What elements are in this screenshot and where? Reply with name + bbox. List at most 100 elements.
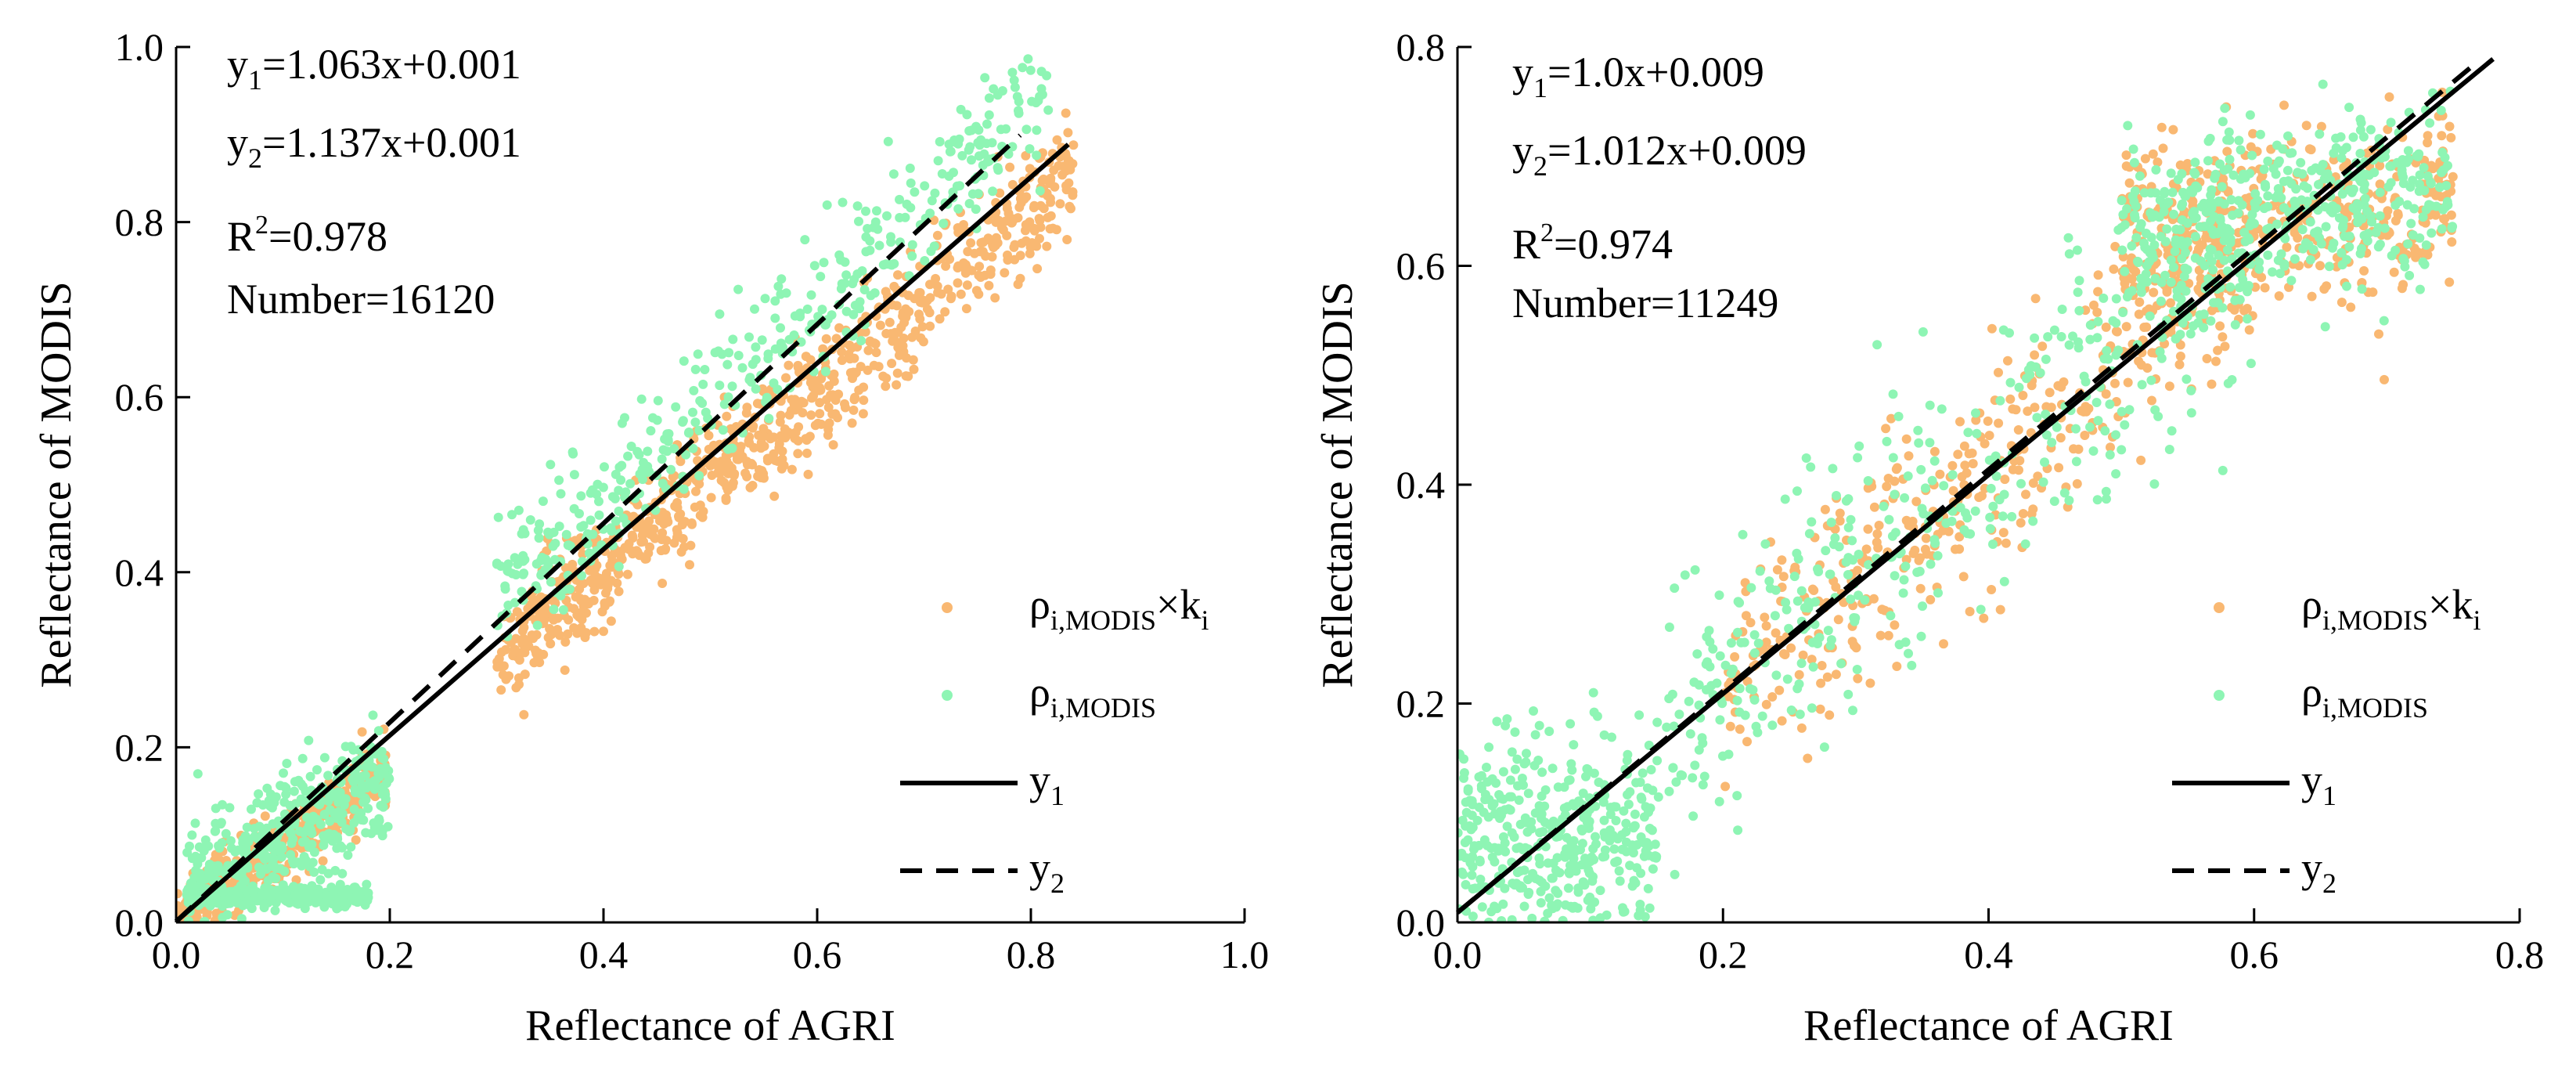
scatter-point	[1755, 566, 1765, 576]
scatter-point	[2223, 187, 2233, 197]
scatter-point	[1588, 872, 1598, 882]
scatter-point	[733, 351, 744, 360]
scatter-point	[1632, 863, 1642, 873]
scatter-point	[659, 519, 669, 529]
scatter-point	[2064, 340, 2074, 350]
scatter-point	[2293, 233, 2303, 243]
scatter-point	[2120, 266, 2130, 276]
scatter-point	[2127, 274, 2137, 284]
scatter-point	[183, 916, 193, 922]
scatter-point	[2136, 455, 2146, 465]
x-tick-label: 0.0	[1433, 933, 1483, 976]
scatter-point	[1548, 858, 1558, 868]
scatter-point	[2274, 291, 2284, 301]
scatter-point	[1468, 884, 1478, 894]
scatter-point	[1786, 643, 1796, 653]
scatter-point	[2102, 494, 2111, 504]
scatter-point	[971, 286, 982, 296]
scatter-point	[558, 604, 568, 615]
scatter-point	[271, 874, 281, 883]
scatter-point	[2043, 332, 2053, 342]
scatter-point	[1988, 540, 1998, 549]
legend-label: ρi,MODIS×ki	[2301, 581, 2481, 636]
scatter-point	[1882, 436, 1892, 446]
scatter-point	[2421, 240, 2431, 250]
scatter-point	[715, 309, 725, 319]
scatter-point	[1995, 604, 2005, 615]
scatter-point	[895, 213, 905, 222]
scatter-point	[957, 150, 967, 161]
scatter-point	[2131, 233, 2142, 243]
scatter-point	[1544, 893, 1555, 903]
scatter-point	[2064, 249, 2074, 259]
scatter-point	[544, 529, 554, 540]
scatter-point	[2336, 153, 2347, 163]
scatter-point	[1872, 340, 1882, 350]
scatter-point	[840, 399, 849, 409]
scatter-point	[216, 817, 226, 828]
scatter-point	[1046, 211, 1056, 221]
scatter-point	[1890, 571, 1900, 581]
scatter-point	[2304, 144, 2315, 154]
scatter-point	[2110, 241, 2120, 251]
scatter-point	[599, 626, 608, 637]
scatter-point	[2092, 333, 2102, 343]
scatter-point	[903, 371, 913, 381]
scatter-point	[1645, 803, 1655, 814]
scatter-point	[1043, 105, 1054, 115]
scatter-point	[2099, 293, 2109, 303]
scatter-point	[1037, 175, 1047, 186]
scatter-point	[1767, 720, 1778, 731]
scatter-point	[2282, 242, 2292, 252]
scatter-point	[773, 456, 783, 466]
scatter-point	[1955, 417, 1965, 427]
scatter-point	[1461, 879, 1471, 890]
scatter-point	[2249, 218, 2259, 229]
scatter-point	[297, 837, 308, 847]
scatter-point	[1694, 680, 1704, 690]
scatter-point	[1915, 566, 1925, 576]
scatter-point	[681, 449, 691, 460]
scatter-point	[2402, 200, 2412, 210]
scatter-point	[2175, 160, 2185, 170]
scatter-point	[2359, 179, 2369, 189]
scatter-point	[1501, 720, 1511, 731]
scatter-point	[748, 481, 758, 490]
scatter-point	[2093, 416, 2103, 426]
scatter-point	[352, 787, 362, 797]
scatter-point	[606, 616, 616, 626]
scatter-point	[2166, 168, 2176, 179]
scatter-point	[1599, 730, 1609, 740]
scatter-point	[360, 770, 370, 781]
scatter-point	[1987, 323, 1997, 334]
scatter-point	[1753, 638, 1764, 648]
scatter-point	[2426, 228, 2437, 238]
scatter-point	[221, 828, 231, 839]
scatter-point	[2196, 273, 2206, 283]
scatter-point	[2102, 345, 2112, 355]
scatter-point	[2130, 210, 2139, 220]
scatter-point	[2030, 350, 2040, 360]
scatter-point	[628, 531, 638, 541]
scatter-point	[2261, 182, 2271, 192]
scatter-point	[2068, 331, 2077, 341]
scatter-point	[2222, 245, 2232, 255]
scatter-point	[2186, 408, 2196, 418]
scatter-point	[2041, 430, 2052, 440]
scatter-point	[2071, 424, 2081, 434]
scatter-point	[1680, 570, 1690, 580]
scatter-point	[773, 281, 784, 291]
scatter-point	[800, 235, 810, 245]
scatter-point	[1605, 810, 1616, 819]
scatter-point	[1843, 689, 1854, 699]
scatter-point	[1607, 732, 1616, 742]
scatter-point	[2346, 302, 2356, 312]
scatter-point	[2030, 402, 2040, 413]
scatter-point	[916, 333, 926, 343]
scatter-point	[2425, 118, 2435, 128]
scatter-point	[1492, 716, 1502, 727]
scatter-point	[1929, 456, 1940, 466]
scatter-point	[1965, 607, 1975, 616]
scatter-point	[214, 841, 224, 851]
scatter-point	[2049, 325, 2059, 335]
